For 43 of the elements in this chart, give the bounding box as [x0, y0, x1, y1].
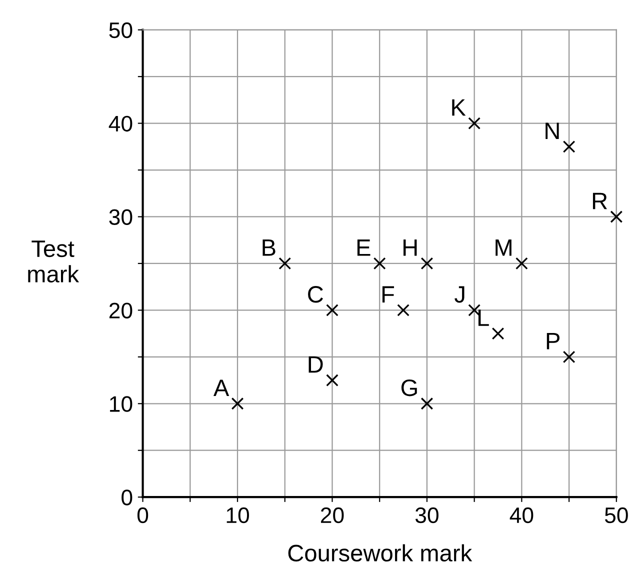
point: [231, 397, 244, 410]
annotation: J: [454, 286, 464, 303]
x-tick-label: 20: [321, 507, 344, 524]
y-tick-label: 10: [110, 396, 132, 412]
point: [373, 257, 386, 270]
point: [492, 327, 504, 340]
x-tick-label: 0: [137, 507, 148, 524]
annotation: P: [546, 332, 560, 350]
point: [610, 210, 623, 223]
x-axis-title: Coursework mark: [288, 544, 472, 562]
annotation: N: [546, 122, 559, 139]
y-axis-title: Test mark: [28, 240, 80, 283]
annotation: B: [262, 240, 276, 256]
y-tick-label: 30: [109, 209, 132, 226]
point: [397, 304, 410, 316]
x-tick-label: 30: [415, 507, 438, 524]
annotation: G: [401, 379, 417, 396]
point: [562, 350, 576, 364]
point: [515, 257, 528, 270]
y-tick-label: 0: [122, 490, 132, 506]
point: [420, 397, 434, 410]
annotation: R: [592, 192, 607, 210]
annotation: L: [478, 310, 489, 326]
y-tick-label: 40: [108, 116, 132, 132]
point: [562, 140, 576, 153]
x-tick-label: 40: [510, 507, 534, 524]
point: [420, 257, 434, 270]
annotation: F: [382, 286, 394, 303]
annotation: M: [496, 240, 512, 256]
point: [468, 117, 481, 130]
x-tick-label: 50: [604, 507, 628, 524]
point: [326, 304, 338, 316]
x-tick-label: 10: [226, 507, 249, 524]
annotation: A: [213, 380, 230, 396]
annotation: E: [357, 240, 370, 256]
annotation: K: [452, 99, 466, 116]
point: [278, 257, 292, 270]
annotation: D: [308, 356, 323, 373]
y-tick-label: 20: [109, 302, 132, 318]
y-tick-label: 50: [109, 22, 132, 38]
point: [326, 374, 338, 386]
annotation: H: [404, 240, 417, 256]
annotation: C: [308, 286, 324, 303]
